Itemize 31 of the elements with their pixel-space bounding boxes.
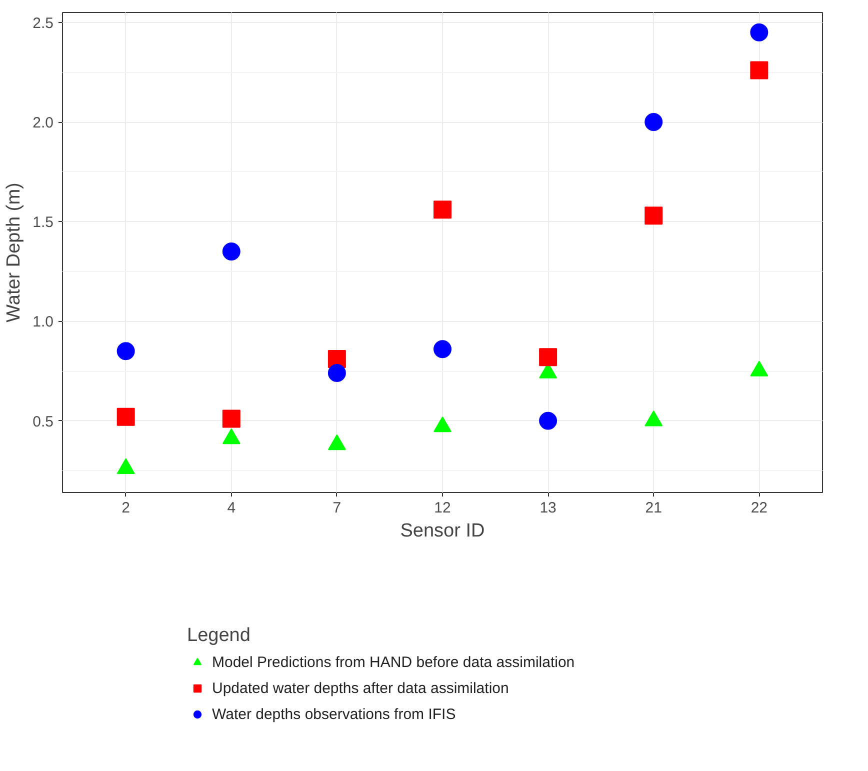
y-tick-label: 0.5: [32, 413, 54, 430]
point: [644, 206, 663, 225]
point: [750, 23, 768, 42]
y-tick-label: 2.0: [32, 114, 54, 132]
point: [222, 410, 240, 428]
x-tick-label: 2: [122, 500, 130, 516]
x-tick-label: 4: [227, 500, 236, 516]
point: [116, 408, 135, 426]
legend-title: Legend: [187, 625, 252, 647]
point: [328, 364, 346, 382]
x-tick-label: 22: [750, 500, 768, 516]
x-tick-label: 7: [332, 500, 342, 516]
x-axis-title: Sensor ID: [400, 520, 485, 542]
point: [222, 242, 240, 260]
point: [116, 342, 135, 360]
x-tick-label: 21: [645, 500, 662, 516]
y-tick-label: 1.0: [32, 314, 54, 331]
y-tick-label: 1.5: [32, 214, 54, 232]
y-axis-title: Water Depth (m): [4, 182, 25, 322]
legend-label: Updated water depths after data assimilation: [212, 678, 509, 698]
point: [434, 340, 452, 358]
legend-label: Model Predictions from HAND before data assimilation: [212, 652, 575, 672]
point: [539, 412, 558, 430]
y-tick-label: 2.5: [32, 14, 54, 32]
x-tick-label: 12: [434, 500, 451, 516]
point: [434, 200, 452, 219]
point: [539, 348, 558, 366]
point: [644, 113, 663, 132]
legend-label: Water depths observations from IFIS: [212, 704, 456, 724]
x-tick-label: 13: [540, 500, 556, 516]
point: [750, 61, 768, 80]
